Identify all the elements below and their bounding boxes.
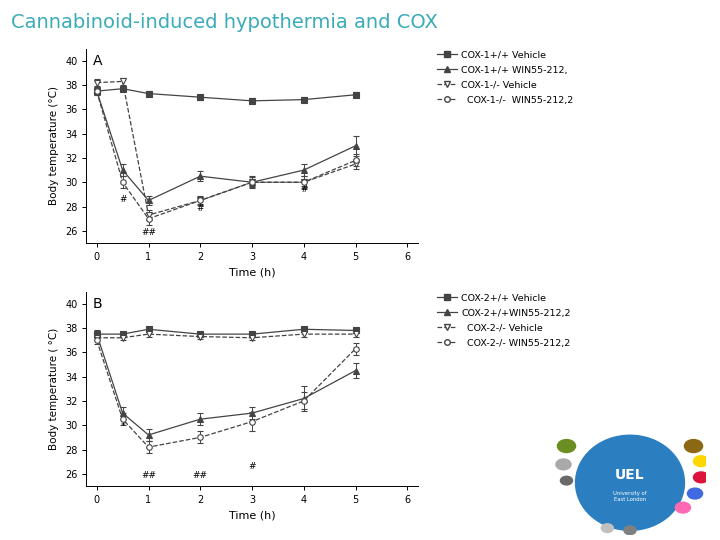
Ellipse shape (575, 435, 685, 530)
Y-axis label: Body temperature (°C): Body temperature (°C) (50, 86, 60, 205)
Circle shape (560, 476, 572, 485)
Text: #: # (300, 185, 307, 194)
Text: A: A (93, 55, 102, 69)
Text: Cannabinoid-induced hypothermia and COX: Cannabinoid-induced hypothermia and COX (11, 14, 438, 32)
Circle shape (557, 440, 575, 453)
Circle shape (685, 440, 703, 453)
Circle shape (693, 472, 708, 483)
Text: ##: ## (141, 228, 156, 237)
Circle shape (675, 502, 690, 513)
Circle shape (624, 526, 636, 535)
Legend: COX-1+/+ Vehicle, COX-1+/+ WIN55-212,, COX-1-/- Vehicle,   COX-1-/-  WIN55-212,2: COX-1+/+ Vehicle, COX-1+/+ WIN55-212,, C… (436, 50, 575, 106)
Legend: COX-2+/+ Vehicle, COX-2+/+WIN55-212,2,   COX-2-/- Vehicle,   COX-2-/- WIN55-212,: COX-2+/+ Vehicle, COX-2+/+WIN55-212,2, C… (436, 293, 572, 349)
Circle shape (688, 488, 703, 499)
Text: *: * (120, 422, 125, 431)
Text: #: # (248, 462, 256, 471)
Circle shape (556, 459, 571, 470)
Text: ##: ## (141, 471, 156, 480)
Circle shape (693, 456, 708, 467)
Circle shape (601, 524, 613, 532)
Y-axis label: Body temperature ( °C): Body temperature ( °C) (50, 328, 60, 450)
Text: #: # (119, 195, 127, 204)
Text: #: # (197, 204, 204, 213)
X-axis label: Time (h): Time (h) (229, 511, 275, 521)
X-axis label: Time (h): Time (h) (229, 268, 275, 278)
Text: ##: ## (193, 471, 208, 480)
Text: UEL: UEL (615, 468, 645, 482)
Text: University of
East London: University of East London (613, 491, 647, 502)
Text: B: B (93, 298, 103, 312)
